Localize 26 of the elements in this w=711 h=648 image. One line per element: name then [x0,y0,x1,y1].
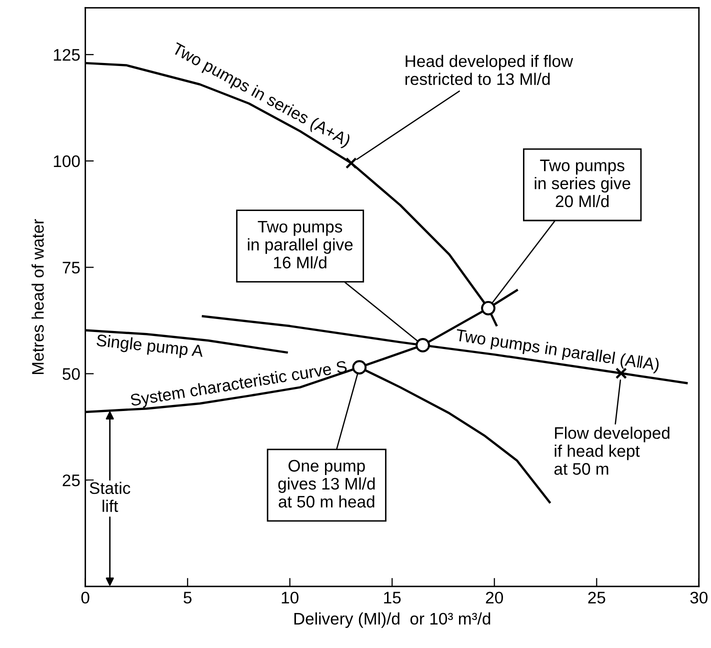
x-tick-label: 5 [184,592,192,604]
annotation: Flow developed if head kept at 50 m [554,426,670,475]
y-tick-label: 100 [54,155,80,168]
y-tick-label: 125 [54,48,80,61]
point [345,157,357,169]
y-tick-label: 50 [62,368,80,380]
annotation: Static lift [90,482,130,512]
y-tick-label: 25 [62,474,80,486]
annotation: Two pumps in parallel give 16 Ml/d [248,220,353,268]
annotation: Head developed if flow restricted to 13 Ml/d [405,54,574,86]
x-tick-label: 10 [282,592,298,604]
text: Single pump A [96,334,204,360]
x-tick-label: 0 [81,592,90,604]
x-axis-title: Delivery (Ml)/d or 10³ m³/d [294,612,490,628]
point [481,300,496,316]
x-tick-label: 15 [384,592,401,604]
x-tick-label: 20 [486,592,503,604]
y-tick-label: 75 [62,262,80,274]
annotation: Two pumps in series give 20 Ml/d [534,160,630,208]
annotation: One pump gives 13 Ml/d at 50 m head [278,460,375,508]
point [352,360,367,374]
text: Two pumps in parallel (A‖A) [454,328,660,374]
x-tick-label: 30 [690,592,708,604]
y-axis-title: Metres head of water [32,219,44,374]
x-tick-label: 25 [588,592,606,604]
point [416,338,430,352]
